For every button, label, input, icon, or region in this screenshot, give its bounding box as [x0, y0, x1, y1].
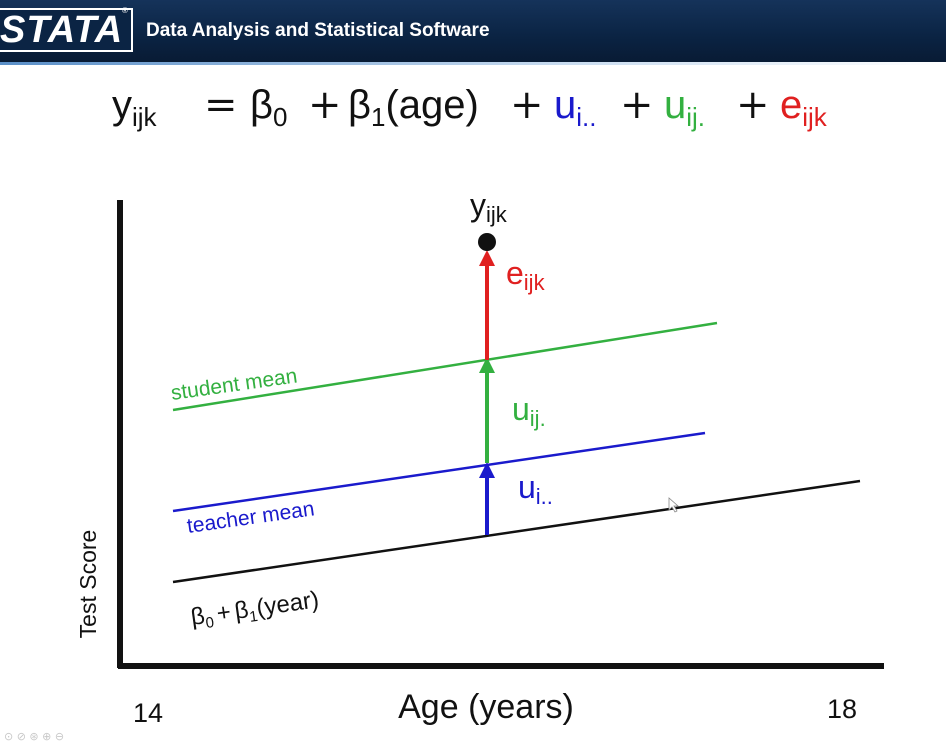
y-axis-label: Test Score [75, 530, 101, 639]
svg-text:β1(age): β1(age) [348, 83, 479, 132]
eq-u-teacher: u [664, 83, 686, 127]
eq-beta1-sub: 1 [371, 102, 385, 132]
svg-text:yijk: yijk [112, 83, 158, 132]
x-tick-left: 14 [133, 698, 163, 728]
header-banner: STATA ® Data Analysis and Statistical So… [0, 0, 946, 64]
eq-beta1-arg: (age) [385, 83, 478, 127]
eq-beta1: β [348, 83, 371, 127]
svg-text:uij.: uij. [664, 83, 705, 132]
observation-point [478, 233, 496, 251]
student-effect-label: uij. [512, 391, 546, 431]
fixed-effect-line [172, 479, 861, 584]
teacher-mean-label: teacher mean [185, 497, 315, 538]
eq-y-sub: ijk [132, 102, 158, 132]
eq-e: e [780, 83, 802, 127]
eq-plus-3: + [620, 82, 654, 128]
model-equation: yijk = β0 + β1(age) + ui.. + uij. + eijk [112, 82, 828, 132]
svg-text:ui..: ui.. [554, 83, 596, 132]
banner-divider [0, 62, 946, 65]
eq-plus-4: + [736, 82, 770, 128]
svg-text:β0: β0 [250, 83, 287, 132]
student-mean-label: student mean [169, 364, 298, 404]
observation-label: yijk [470, 187, 508, 227]
student-mean-line [172, 321, 718, 412]
eq-e-sub: ijk [802, 102, 828, 132]
header-tagline: Data Analysis and Statistical Software [146, 20, 490, 41]
stata-logo: STATA [0, 8, 134, 52]
eq-u-teacher-sub: ij. [686, 102, 705, 132]
eq-beta0-sub: 0 [273, 102, 287, 132]
x-axis-label: Age (years) [398, 688, 574, 726]
registered-mark: ® [122, 6, 128, 15]
eq-plus-2: + [510, 82, 544, 128]
x-tick-right: 18 [827, 694, 857, 724]
svg-text:eijk: eijk [780, 83, 828, 132]
player-controls-icon[interactable]: ⊙ ⊘ ⊛ ⊕ ⊖ [4, 730, 65, 743]
eq-u-student: u [554, 83, 576, 127]
residual-label: eijk [506, 255, 546, 295]
multilevel-diagram: Test Score Age (years) 14 18 β0+β1(year)… [75, 187, 884, 728]
mouse-cursor-icon [668, 497, 680, 513]
teacher-effect-label: ui.. [518, 469, 553, 509]
eq-equals: = [204, 82, 238, 128]
eq-u-student-sub: i.. [576, 102, 596, 132]
teacher-mean-line [172, 431, 706, 513]
eq-beta0: β [250, 83, 273, 127]
eq-y: y [112, 83, 132, 127]
fixed-effect-label: β0+β1(year) [189, 586, 321, 634]
eq-plus-1: + [308, 82, 342, 128]
